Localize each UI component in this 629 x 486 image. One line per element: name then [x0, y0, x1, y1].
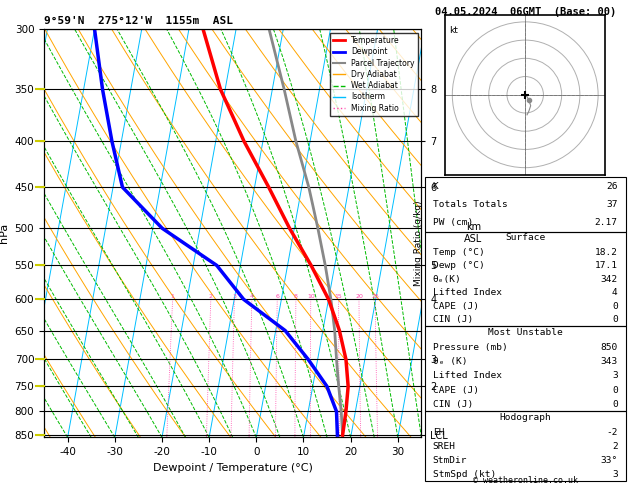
- Text: 3: 3: [612, 371, 618, 381]
- Text: 0: 0: [612, 385, 618, 395]
- Text: Totals Totals: Totals Totals: [433, 200, 508, 209]
- Text: 2.17: 2.17: [595, 218, 618, 227]
- Text: θₑ (K): θₑ (K): [433, 357, 467, 366]
- Text: 37: 37: [606, 200, 618, 209]
- Text: Most Unstable: Most Unstable: [488, 328, 562, 337]
- Text: 3: 3: [233, 295, 237, 299]
- Text: © weatheronline.co.uk: © weatheronline.co.uk: [473, 476, 577, 485]
- Text: Dewp (°C): Dewp (°C): [433, 261, 484, 270]
- Text: 0: 0: [612, 399, 618, 409]
- Legend: Temperature, Dewpoint, Parcel Trajectory, Dry Adiabat, Wet Adiabat, Isotherm, Mi: Temperature, Dewpoint, Parcel Trajectory…: [330, 33, 418, 116]
- Text: 04.05.2024  06GMT  (Base: 00): 04.05.2024 06GMT (Base: 00): [435, 7, 616, 17]
- Text: 850: 850: [601, 343, 618, 352]
- Text: SREH: SREH: [433, 442, 455, 451]
- Text: Lifted Index: Lifted Index: [433, 288, 501, 297]
- Text: 26: 26: [606, 182, 618, 191]
- Text: 8: 8: [294, 295, 298, 299]
- Text: Hodograph: Hodograph: [499, 413, 551, 421]
- Text: Pressure (mb): Pressure (mb): [433, 343, 508, 352]
- Y-axis label: hPa: hPa: [0, 223, 9, 243]
- Text: 0: 0: [612, 301, 618, 311]
- Text: 6: 6: [276, 295, 279, 299]
- Text: Temp (°C): Temp (°C): [433, 248, 484, 257]
- Text: 0: 0: [612, 315, 618, 324]
- Text: 342: 342: [601, 275, 618, 284]
- Text: 4: 4: [612, 288, 618, 297]
- Text: 17.1: 17.1: [595, 261, 618, 270]
- Text: 343: 343: [601, 357, 618, 366]
- Text: CAPE (J): CAPE (J): [433, 301, 479, 311]
- Y-axis label: km
ASL: km ASL: [464, 223, 482, 244]
- Text: PW (cm): PW (cm): [433, 218, 473, 227]
- Bar: [425, 177, 626, 232]
- Text: 33°: 33°: [601, 456, 618, 465]
- Bar: [425, 411, 626, 481]
- Text: 2: 2: [209, 295, 213, 299]
- Text: θₑ(K): θₑ(K): [433, 275, 462, 284]
- Text: 10: 10: [307, 295, 314, 299]
- Text: 3: 3: [612, 469, 618, 479]
- Text: EH: EH: [433, 428, 444, 437]
- Text: StmSpd (kt): StmSpd (kt): [433, 469, 496, 479]
- Text: Surface: Surface: [505, 233, 545, 243]
- Text: CIN (J): CIN (J): [433, 315, 473, 324]
- Text: 1: 1: [170, 295, 175, 299]
- Text: CAPE (J): CAPE (J): [433, 385, 479, 395]
- Text: StmDir: StmDir: [433, 456, 467, 465]
- X-axis label: Dewpoint / Temperature (°C): Dewpoint / Temperature (°C): [153, 463, 313, 473]
- Text: Lifted Index: Lifted Index: [433, 371, 501, 381]
- Text: 4: 4: [250, 295, 254, 299]
- Text: 18.2: 18.2: [595, 248, 618, 257]
- Text: 20: 20: [355, 295, 363, 299]
- Bar: [425, 232, 626, 326]
- Text: kt: kt: [448, 26, 457, 35]
- Text: -2: -2: [606, 428, 618, 437]
- Text: CIN (J): CIN (J): [433, 399, 473, 409]
- Text: K: K: [433, 182, 438, 191]
- Bar: [425, 326, 626, 411]
- Text: 9°59'N  275°12'W  1155m  ASL: 9°59'N 275°12'W 1155m ASL: [44, 16, 233, 26]
- Text: 25: 25: [371, 295, 379, 299]
- Text: Mixing Ratio (g/kg): Mixing Ratio (g/kg): [414, 200, 423, 286]
- Text: 2: 2: [612, 442, 618, 451]
- Text: 15: 15: [335, 295, 342, 299]
